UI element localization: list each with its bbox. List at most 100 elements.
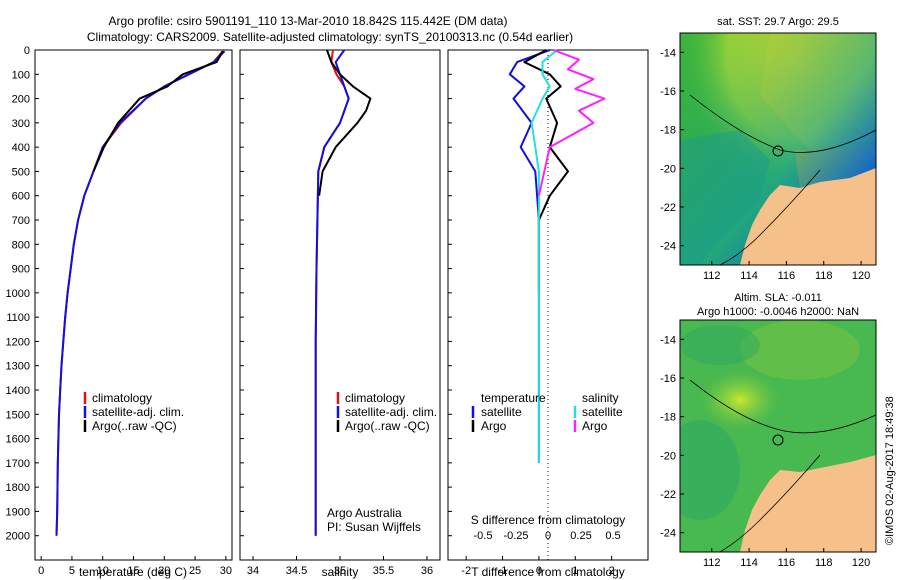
y-tick-label: -14 [660,47,676,59]
y-tick-label: 1400 [6,385,30,397]
temperature-x-axis: 0 5 10 15 20 25 30 [38,556,232,577]
map-sst [680,33,876,265]
series-line [318,49,372,196]
map-sla [680,320,876,552]
x-tick-label: 20 [158,565,170,577]
y-tick-label: 0 [24,45,30,57]
x-tick-label: 35 [334,565,346,577]
x-tick-label: 120 [852,270,870,282]
difference-top-label: S difference from climatology [471,513,626,527]
y-tick-label: 400 [12,142,30,154]
y-tick-label: -18 [660,412,676,424]
map-sst-frame [679,32,877,266]
series-line [530,49,558,463]
x-tick-label: 34.5 [286,565,307,577]
y-tick-label: 1600 [6,434,30,446]
series-line [314,49,350,536]
y-tick-label: -16 [660,86,676,98]
y-tick-label: 1500 [6,409,30,421]
series-line [314,49,350,536]
x-tick-label: 5 [69,565,75,577]
map-sla-axes: 112 114 116 118 120 -14 -16 -18 -20 -22 -24 [660,334,870,569]
x-tick-label: 0 [38,565,44,577]
x-tick-label: 112 [703,557,721,569]
y-tick-label: -14 [660,334,676,346]
top-tick-label: -0.5 [474,530,493,542]
y-tick-label: 2000 [6,531,30,543]
x-tick-label: 116 [778,270,796,282]
difference-x-axis: -2 -1 0 1 2 [461,556,615,577]
legend-s-argo: Argo [582,419,608,433]
top-tick-label: 0.5 [605,530,620,542]
map-sla-frame [679,319,877,553]
series-line [537,49,606,196]
y-tick-label: -20 [660,450,676,462]
temperature-series [55,50,226,536]
y-tick-label: 1000 [6,288,30,300]
legend-t-satellite: satellite [481,405,522,419]
legend-climatology: climatology [345,391,405,405]
map-sla-title1: Altim. SLA: -0.011 [734,292,822,304]
legend-argo: Argo(..raw -QC) [345,419,430,433]
imos-stamp: ©IMOS 02-Aug-2017 18:49:38 [884,396,896,545]
x-tick-label: 35.5 [373,565,394,577]
salinity-series [314,49,372,536]
y-tick-label: 1200 [6,336,30,348]
x-tick-label: 2 [609,565,615,577]
x-tick-label: 15 [127,565,139,577]
x-tick-label: 1 [572,565,578,577]
argo-australia-note: Argo Australia [327,506,402,520]
y-tick-label: 1900 [6,506,30,518]
salinity-panel-frame [239,49,441,561]
y-tick-label: -22 [660,489,676,501]
y-tick-label: 1100 [6,312,30,324]
y-tick-label: -20 [660,163,676,175]
x-tick-label: 112 [703,270,721,282]
salinity-xlabel: salinity [322,565,359,579]
y-tick-label: -16 [660,373,676,385]
temperature-legend: climatology satellite-adj. clim. Argo(..… [83,391,184,433]
y-tick-label: 200 [12,94,30,106]
top-tick-label: -0.25 [503,530,528,542]
x-tick-label: 0 [536,565,542,577]
legend-salinity-title: salinity [582,391,619,405]
x-tick-label: 118 [815,557,833,569]
y-tick-label: -18 [660,125,676,137]
series-line [55,50,226,536]
salinity-legend: climatology satellite-adj. clim. Argo(..… [336,391,437,433]
x-tick-label: -1 [498,565,508,577]
y-tick-label: 300 [12,118,30,130]
y-tick-label: 600 [12,191,30,203]
map-sst-axes: 112 114 116 118 120 -14 -16 -18 -20 -22 -24 [660,47,870,282]
difference-top-axis: -0.5-0.2500.250.5 [474,530,621,542]
y-tick-label: 700 [12,215,30,227]
y-tick-label: -24 [660,241,676,253]
depth-axis: 0 100 200 300 400 500 600 700 800 900 1000 1100 1200… [6,45,452,543]
legend-climatology: climatology [92,391,152,405]
legend-satellite-adj: satellite-adj. clim. [345,405,437,419]
y-tick-label: 800 [12,239,30,251]
y-tick-label: 1300 [6,361,30,373]
y-tick-label: 1700 [6,458,30,470]
y-tick-label: 900 [12,264,30,276]
x-tick-label: 116 [778,557,796,569]
temperature-panel-frame [34,49,233,561]
legend-temperature-title: temperature [481,391,546,405]
y-tick-label: 100 [12,69,30,81]
temperature-xlabel: temperature (deg C) [79,565,187,579]
salinity-x-axis: 34 34.5 35 35.5 36 [247,556,433,577]
difference-legend: temperature satellite Argo salinity sate… [471,391,623,433]
y-tick-label: 500 [12,166,30,178]
top-tick-label: 0.25 [570,530,591,542]
x-tick-label: 114 [740,557,758,569]
series-line [523,49,569,293]
difference-xlabel: T difference from climatology [471,565,625,579]
y-tick-label: 1800 [6,482,30,494]
map-sst-title: sat. SST: 29.7 Argo: 29.5 [717,16,839,28]
series-line [55,50,224,536]
x-tick-label: 114 [740,270,758,282]
series-line [92,50,224,172]
x-tick-label: 120 [852,557,870,569]
x-tick-label: 25 [189,565,201,577]
